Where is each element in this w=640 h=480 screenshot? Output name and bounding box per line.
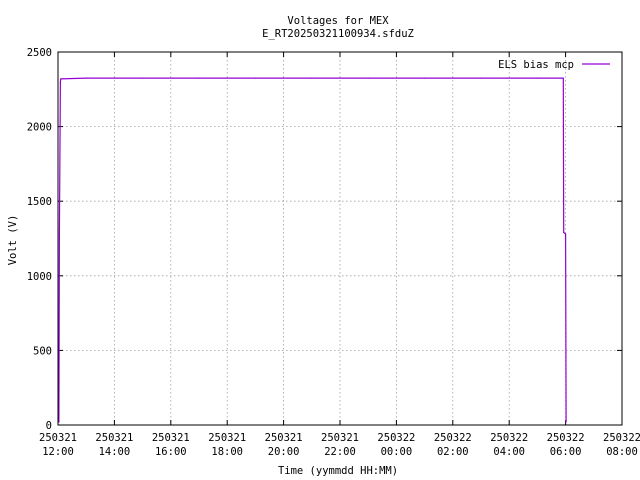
series-point — [142, 77, 144, 79]
x-tick-label-date: 250321 — [208, 432, 246, 444]
y-tick-label: 1500 — [27, 196, 52, 208]
x-tick-label-date: 250322 — [547, 432, 585, 444]
x-tick-label-date: 250321 — [95, 432, 133, 444]
series-point — [60, 78, 62, 80]
series-point — [480, 77, 482, 79]
axis-layer: 0 500 1000 1500 2000 2500 250321 12:00 250321 14:… — [27, 47, 640, 458]
series-point — [58, 233, 61, 235]
series-point — [58, 421, 60, 423]
series-point — [565, 233, 567, 235]
x-tick-label-time: 02:00 — [437, 446, 469, 458]
y-axis-label: Volt (V) — [7, 215, 19, 266]
series-point — [198, 77, 200, 79]
x-tick-label-time: 14:00 — [99, 446, 131, 458]
x-tick-label-time: 22:00 — [324, 446, 356, 458]
x-tick-label-date: 250322 — [490, 432, 528, 444]
y-tick-label: 500 — [33, 345, 52, 357]
series-point — [254, 77, 256, 79]
y-tick-label: 0 — [46, 420, 52, 432]
series-point — [536, 77, 539, 79]
series-point — [563, 231, 565, 234]
x-tick-label-time: 16:00 — [155, 446, 187, 458]
x-tick-label-date: 250321 — [321, 432, 359, 444]
x-tick-label-date: 250322 — [434, 432, 472, 444]
series-point — [562, 77, 564, 79]
series-point — [565, 421, 567, 423]
series-point — [367, 77, 369, 79]
x-tick-label-date: 250321 — [265, 432, 303, 444]
legend: ELS bias mcp — [498, 59, 610, 71]
series-point — [311, 77, 313, 79]
x-tick-label-time: 04:00 — [493, 446, 525, 458]
x-tick-label-date: 250322 — [603, 432, 640, 444]
series-point — [59, 81, 61, 83]
x-axis-label: Time (yymmdd HH:MM) — [278, 465, 398, 477]
x-tick-label-time: 08:00 — [606, 446, 638, 458]
x-tick-label-date: 250321 — [39, 432, 77, 444]
series-point — [424, 77, 426, 79]
series-point — [85, 77, 87, 79]
x-tick-label-time: 00:00 — [381, 446, 413, 458]
legend-label: ELS bias mcp — [498, 59, 574, 71]
y-tick-label: 2000 — [27, 122, 52, 134]
x-tick-label-date: 250321 — [152, 432, 190, 444]
x-tick-label-time: 20:00 — [268, 446, 300, 458]
series-line-els-bias-mcp — [58, 77, 567, 423]
x-tick-label-date: 250322 — [377, 432, 415, 444]
chart-title: Voltages for MEX — [287, 15, 389, 27]
grid-layer — [58, 52, 622, 425]
x-tick-label-time: 18:00 — [211, 446, 243, 458]
plot-frame — [57, 51, 623, 426]
x-tick-label-time: 12:00 — [42, 446, 74, 458]
y-tick-label: 1000 — [27, 271, 52, 283]
y-tick-label: 2500 — [27, 47, 52, 59]
series-layer — [58, 77, 567, 423]
chart-subtitle: E_RT20250321100934.sfduZ — [262, 28, 414, 40]
x-tick-label-time: 06:00 — [550, 446, 582, 458]
